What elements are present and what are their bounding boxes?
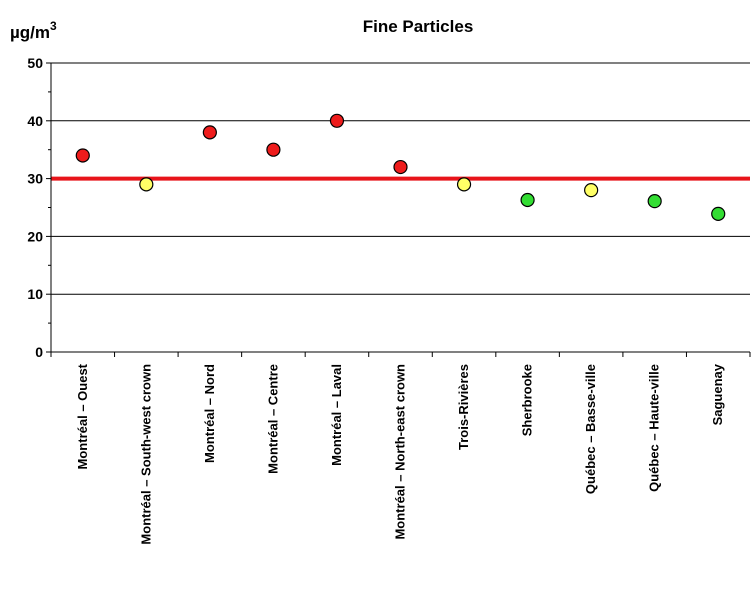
unit-superscript: 3 xyxy=(50,19,57,33)
data-point xyxy=(202,125,217,140)
unit-label: µg/m3 xyxy=(10,19,57,42)
x-tick-label: Québec – Basse-ville xyxy=(583,364,598,494)
data-point xyxy=(520,192,535,208)
y-tick-label: 30 xyxy=(27,171,43,187)
data-point xyxy=(393,159,408,175)
y-tick-label: 0 xyxy=(35,344,43,360)
x-tick-label: Montréal – Nord xyxy=(202,364,217,463)
x-tick-label: Trois-Rivières xyxy=(456,364,471,450)
x-tick-label: Québec – Haute-ville xyxy=(647,364,662,492)
data-point xyxy=(647,194,662,209)
x-tick-label: Sherbrooke xyxy=(520,364,535,436)
y-tick-label: 40 xyxy=(27,113,43,129)
data-points xyxy=(75,113,726,221)
x-tick-label: Montréal – Ouest xyxy=(75,363,90,469)
x-tick-label: Montréal – North-east crown xyxy=(393,364,408,540)
data-point xyxy=(584,183,599,198)
data-point xyxy=(456,177,472,192)
x-tick-labels: Montréal – Ouest Montréal – South-west cr… xyxy=(75,363,725,544)
data-point xyxy=(266,142,281,157)
axes xyxy=(46,62,751,357)
data-point xyxy=(139,177,154,192)
y-tick-label: 20 xyxy=(27,228,43,244)
x-tick-label: Montréal – Centre xyxy=(265,364,280,474)
data-point xyxy=(75,148,90,163)
x-tick-label: Saguenay xyxy=(710,363,725,425)
chart-title: Fine Particles xyxy=(363,17,474,36)
x-tick-label: Montréal – Laval xyxy=(329,364,344,466)
y-tick-label: 50 xyxy=(27,55,43,71)
x-tick-label: Montréal – South-west crown xyxy=(138,364,153,545)
y-tick-labels: 0 10 20 30 40 50 xyxy=(27,55,43,360)
y-tick-label: 10 xyxy=(27,286,43,302)
data-point xyxy=(329,113,345,128)
data-point xyxy=(711,206,726,221)
